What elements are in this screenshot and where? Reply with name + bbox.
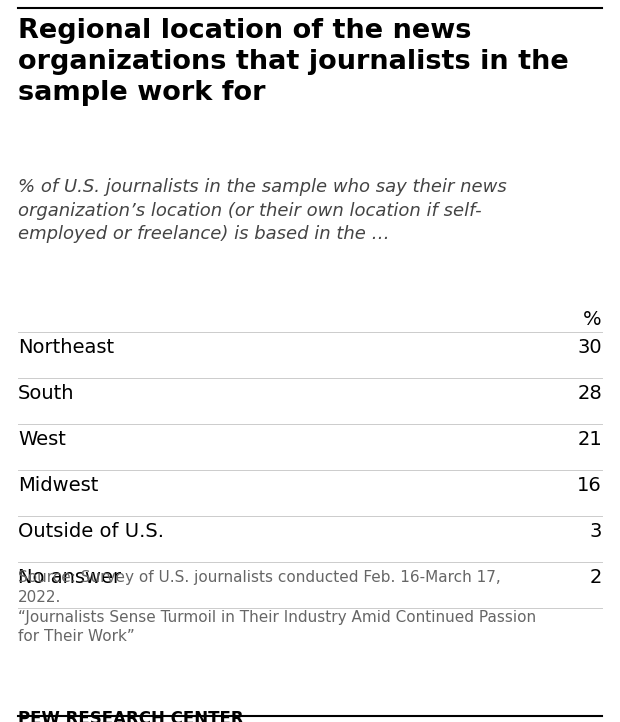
Text: % of U.S. journalists in the sample who say their news
organization’s location (: % of U.S. journalists in the sample who … [18,178,507,243]
Text: Source: Survey of U.S. journalists conducted Feb. 16-March 17,
2022.
“Journalist: Source: Survey of U.S. journalists condu… [18,570,536,645]
Text: 2: 2 [590,568,602,587]
Text: 28: 28 [577,384,602,403]
Text: 21: 21 [577,430,602,449]
Text: Midwest: Midwest [18,476,99,495]
Text: Regional location of the news
organizations that journalists in the
sample work : Regional location of the news organizati… [18,18,569,106]
Text: Northeast: Northeast [18,338,114,357]
Text: %: % [583,310,602,329]
Text: 16: 16 [577,476,602,495]
Text: 30: 30 [577,338,602,357]
Text: West: West [18,430,66,449]
Text: PEW RESEARCH CENTER: PEW RESEARCH CENTER [18,710,244,722]
Text: Outside of U.S.: Outside of U.S. [18,522,164,541]
Text: South: South [18,384,74,403]
Text: No answer: No answer [18,568,121,587]
Text: 3: 3 [590,522,602,541]
